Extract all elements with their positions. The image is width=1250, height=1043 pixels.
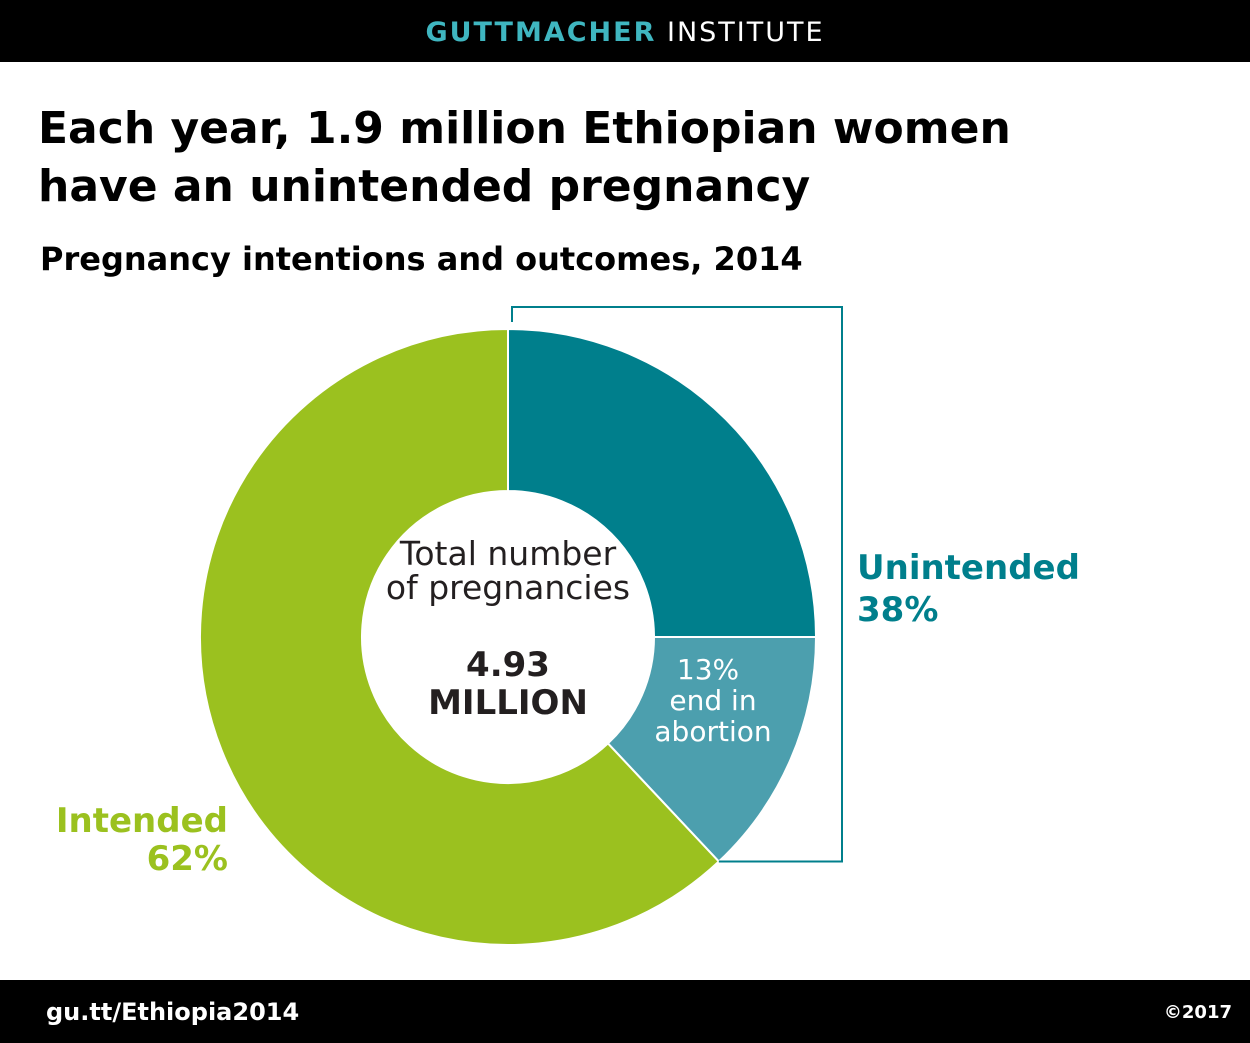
donut-segment (606, 636, 818, 863)
footer-bar: gu.tt/Ethiopia2014 ©2017 (0, 980, 1250, 1043)
footer-link[interactable]: gu.tt/Ethiopia2014 (46, 998, 300, 1026)
donut-segment (199, 327, 721, 946)
copyright: ©2017 (1163, 1002, 1232, 1023)
chart-subtitle: Pregnancy intentions and outcomes, 2014 (40, 240, 803, 278)
segment-label: Intended (55, 801, 228, 841)
group-bracket (511, 306, 843, 863)
group-value-label: 38% (857, 590, 939, 630)
value-label: 62% (146, 839, 228, 879)
header-bar: GUTTMACHER INSTITUTE (0, 0, 1250, 62)
brand-name: GUTTMACHER (425, 17, 657, 48)
donut-segment (507, 327, 818, 638)
segment-label: end in abortion (654, 684, 772, 748)
value-label: 13% (676, 653, 740, 686)
brand-rest: INSTITUTE (666, 17, 825, 48)
chart-title: Each year, 1.9 million Ethiopian women h… (38, 103, 1011, 212)
center-label: Total number of pregnancies (385, 534, 631, 607)
total-label: 4.93 MILLION (428, 645, 588, 723)
group-label: Unintended (857, 548, 1080, 588)
brand: GUTTMACHER INSTITUTE (0, 0, 1250, 66)
